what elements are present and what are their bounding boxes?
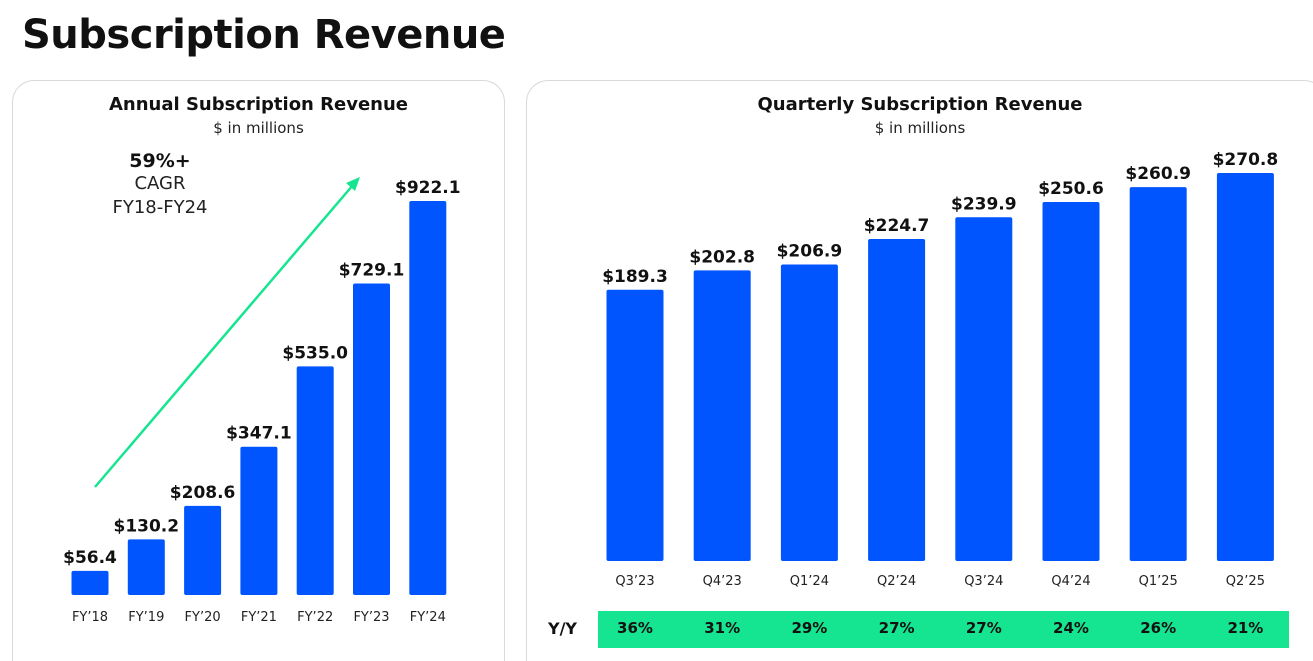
annual-tick-label: FY’24 (410, 610, 446, 625)
annual-tick-label: FY’22 (297, 610, 333, 625)
quarterly-bar (780, 264, 838, 561)
quarterly-data-label: $189.3 (602, 267, 668, 287)
annual-bar (296, 366, 334, 595)
annual-tick-label: FY’21 (241, 610, 277, 625)
quarterly-tick-label: Q2’25 (1226, 574, 1265, 589)
yy-growth-value: 27% (965, 619, 1002, 637)
yy-growth-value: 21% (1227, 619, 1264, 637)
annual-bar (240, 446, 278, 595)
yy-growth-value: 36% (617, 619, 653, 637)
quarterly-data-label: $270.8 (1213, 150, 1279, 170)
yy-growth-band (598, 611, 1289, 648)
yy-growth-value: 24% (1053, 619, 1089, 637)
cagr-arrowhead (346, 177, 360, 191)
quarterly-bar (1216, 173, 1274, 561)
quarterly-data-label: $202.8 (689, 247, 755, 267)
quarterly-tick-label: Q4’24 (1051, 574, 1090, 589)
quarterly-bar (1129, 187, 1187, 561)
quarterly-data-label: $206.9 (777, 242, 843, 262)
quarterly-bar (606, 289, 664, 561)
cagr-annotation: 59%+ CAGR FY18-FY24 (92, 150, 228, 220)
annual-data-label: $56.4 (63, 548, 117, 568)
annual-data-label: $922.1 (395, 178, 461, 198)
quarterly-data-label: $239.9 (951, 194, 1017, 214)
annual-bar (409, 201, 447, 595)
annual-tick-label: FY’18 (72, 610, 108, 625)
annual-data-label: $347.1 (226, 424, 292, 444)
annual-chart-title: Annual Subscription Revenue (108, 94, 408, 115)
cagr-trend-arrow (94, 184, 354, 488)
quarterly-bar (693, 270, 751, 561)
annual-tick-label: FY’23 (353, 610, 389, 625)
page-title: Subscription Revenue (22, 12, 506, 58)
quarterly-tick-label: Q2’24 (877, 574, 916, 589)
annual-tick-label: FY’19 (128, 610, 164, 625)
annual-chart-subtitle: $ in millions (213, 119, 304, 137)
yy-growth-value: 29% (791, 619, 828, 637)
quarterly-bar (868, 239, 926, 561)
yy-row-label: Y/Y (548, 619, 578, 638)
cagr-value: 59%+ (129, 150, 191, 172)
annual-bar (353, 283, 390, 595)
quarterly-data-label: $224.7 (864, 216, 930, 236)
annual-bar (71, 570, 109, 595)
quarterly-chart-title: Quarterly Subscription Revenue (757, 94, 1083, 115)
quarterly-tick-label: Q1’24 (790, 574, 829, 589)
quarterly-chart-subtitle: $ in millions (874, 119, 966, 137)
yy-growth-value: 31% (704, 619, 741, 637)
yy-growth-value: 26% (1140, 619, 1177, 637)
quarterly-tick-label: Q4’23 (703, 574, 742, 589)
annual-data-label: $535.0 (282, 343, 348, 363)
quarterly-data-label: $260.9 (1125, 164, 1191, 184)
quarterly-tick-label: Q1’25 (1139, 574, 1178, 589)
annual-tick-label: FY’20 (185, 610, 221, 625)
quarterly-tick-label: Q3’24 (964, 574, 1003, 589)
quarterly-data-label: $250.6 (1038, 179, 1104, 199)
quarterly-bar (955, 217, 1013, 562)
cagr-range: FY18-FY24 (112, 197, 208, 218)
quarterly-tick-label: Q3’23 (615, 574, 654, 589)
annual-data-label: $130.2 (113, 516, 179, 536)
yy-growth-value: 27% (878, 619, 915, 637)
annual-bar (184, 505, 222, 595)
cagr-label: CAGR (134, 173, 186, 194)
annual-bar (127, 539, 165, 595)
quarterly-bar (1042, 201, 1100, 562)
annual-data-label: $729.1 (339, 260, 405, 280)
annual-data-label: $208.6 (170, 483, 236, 503)
